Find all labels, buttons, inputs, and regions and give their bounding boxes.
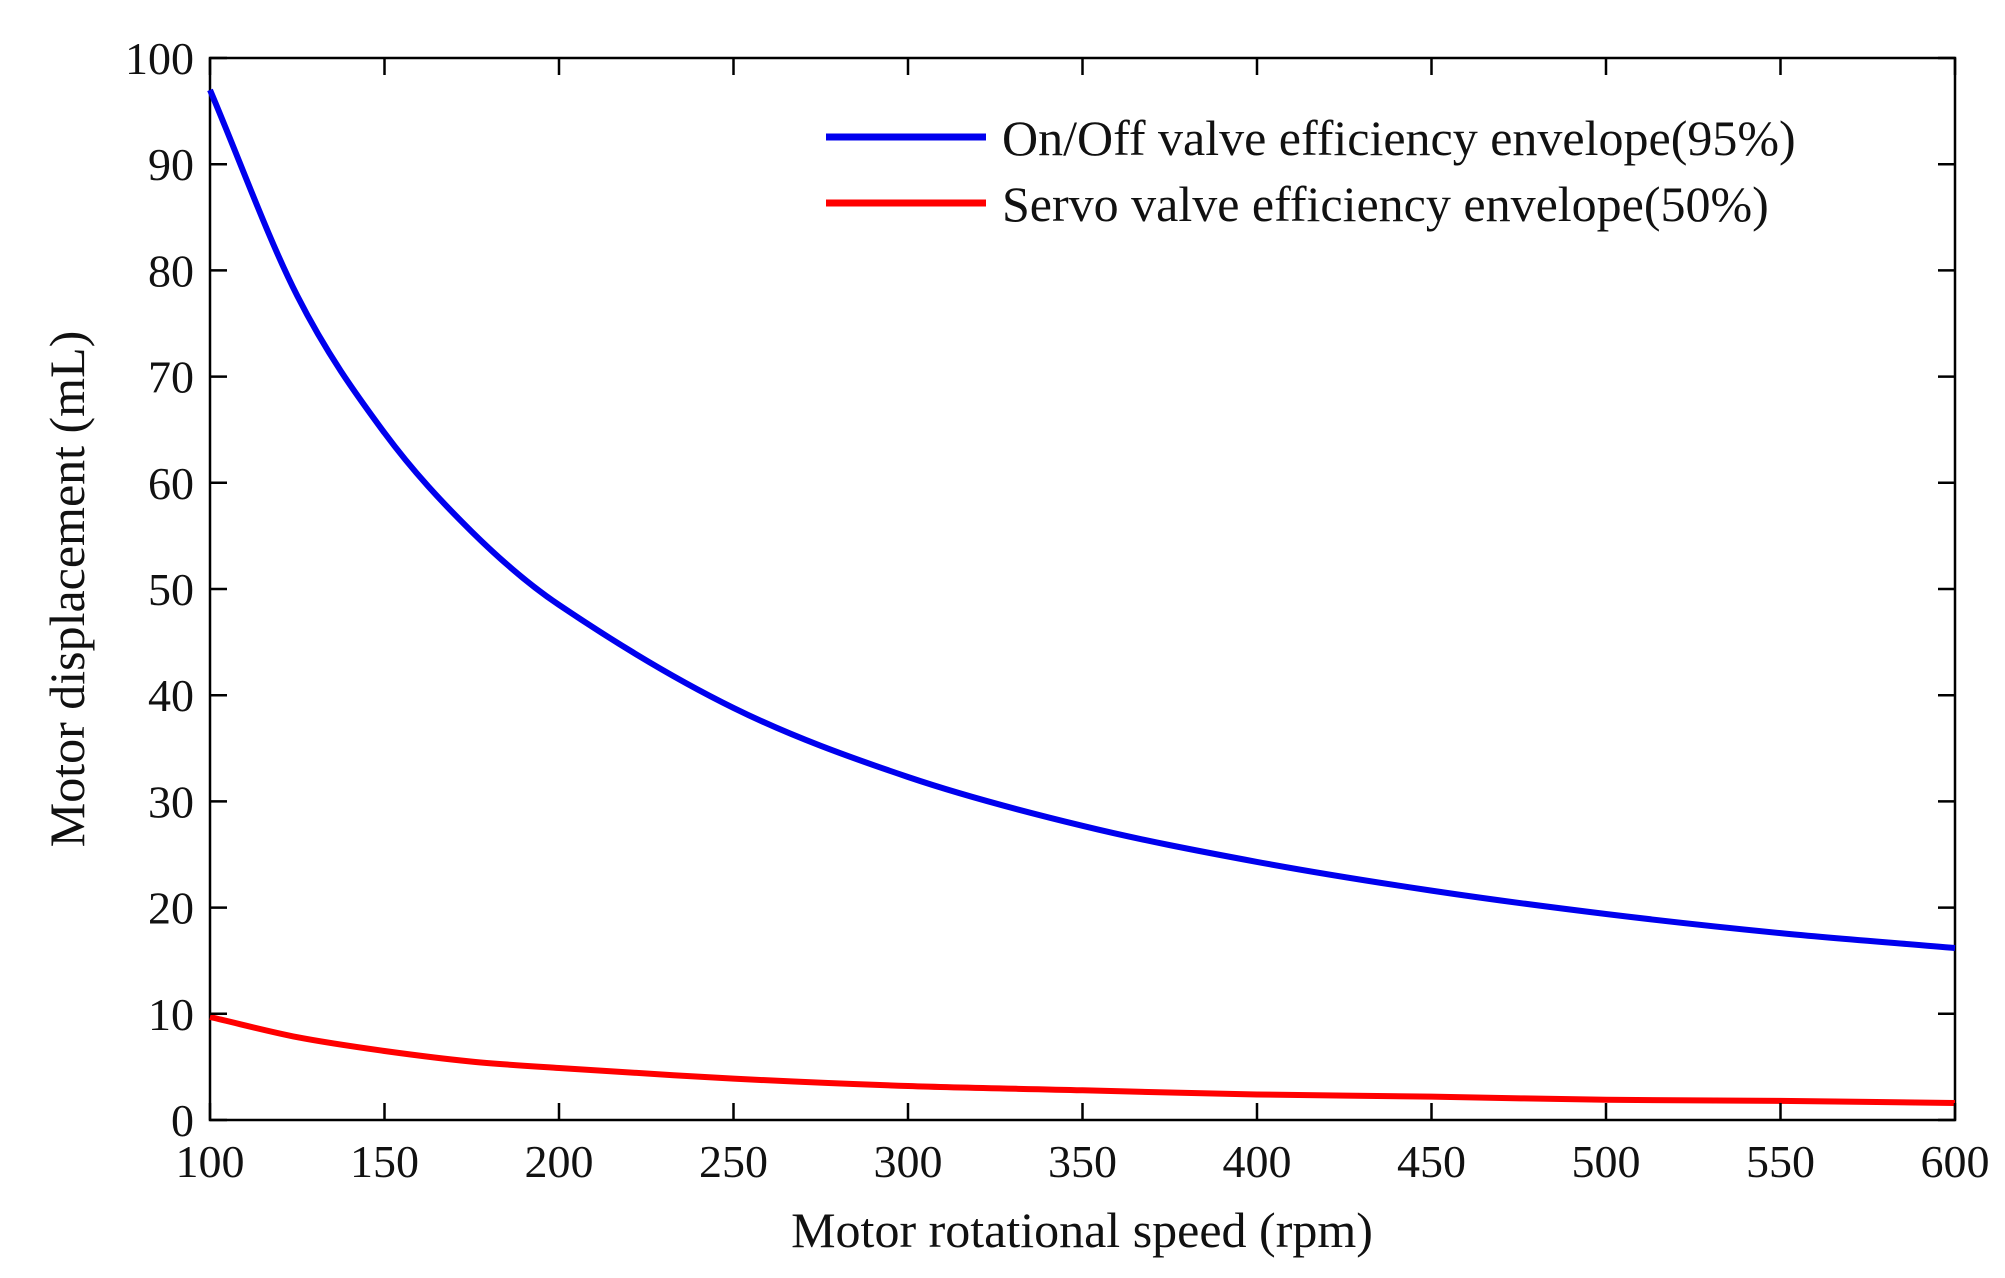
ticks-layer: 100 150 200 250 300 350 400 450 500 550 600 0 10 20 30… xyxy=(125,33,1990,1187)
y-tick-label: 70 xyxy=(148,352,194,403)
series-line-onoff xyxy=(207,88,1956,951)
x-tick-label: 450 xyxy=(1397,1136,1466,1187)
x-axis-label: Motor rotational speed (rpm) xyxy=(791,1202,1373,1258)
x-tick-label: 500 xyxy=(1572,1136,1641,1187)
y-tick-label: 30 xyxy=(148,776,194,827)
x-tick-label: 200 xyxy=(525,1136,594,1187)
y-tick-label: 10 xyxy=(148,989,194,1040)
y-tick-label: 40 xyxy=(148,670,194,721)
x-tick-label: 250 xyxy=(699,1136,768,1187)
y-tick-label: 0 xyxy=(171,1095,194,1146)
legend-label-onoff: On/Off valve efficiency envelope(95%) xyxy=(1002,110,1796,166)
y-tick-label: 60 xyxy=(148,458,194,509)
series-line-servo xyxy=(209,1014,1956,1106)
y-tick-label: 80 xyxy=(148,245,194,296)
y-tick-label: 100 xyxy=(125,33,194,84)
x-tick-label: 150 xyxy=(350,1136,419,1187)
x-tick-label: 100 xyxy=(176,1136,245,1187)
legend: On/Off valve efficiency envelope(95%) Se… xyxy=(826,110,1796,232)
y-tick-label: 20 xyxy=(148,883,194,934)
x-tick-label: 600 xyxy=(1921,1136,1990,1187)
y-tick-label: 50 xyxy=(148,564,194,615)
x-tick-label: 300 xyxy=(874,1136,943,1187)
legend-label-servo: Servo valve efficiency envelope(50%) xyxy=(1002,176,1769,232)
x-tick-label: 400 xyxy=(1223,1136,1292,1187)
y-axis-label: Motor displacement (mL) xyxy=(39,331,95,848)
x-tick-label: 350 xyxy=(1048,1136,1117,1187)
series-layer xyxy=(207,88,1956,1106)
x-tick-label: 550 xyxy=(1746,1136,1815,1187)
y-tick-label: 90 xyxy=(148,139,194,190)
